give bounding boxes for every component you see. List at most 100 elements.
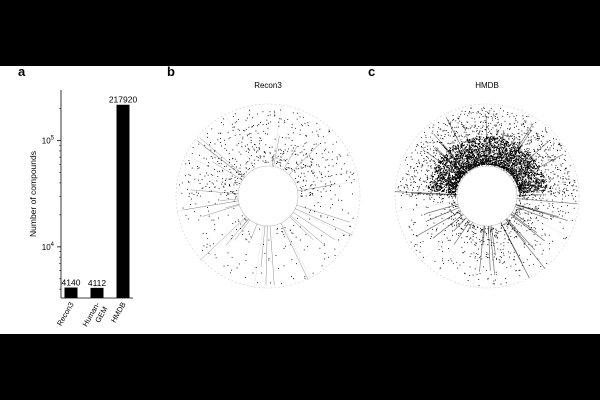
scatter-point	[438, 188, 440, 190]
scatter-point	[228, 153, 230, 155]
scatter-point	[327, 159, 329, 161]
scatter-point	[249, 133, 250, 135]
scatter-point	[259, 228, 260, 230]
scatter-point	[478, 155, 480, 157]
scatter-point	[551, 164, 553, 166]
scatter-point	[513, 136, 515, 137]
scatter-point	[466, 139, 468, 141]
scatter-point	[513, 115, 515, 117]
scatter-point	[466, 158, 468, 160]
scatter-point	[302, 116, 304, 118]
scatter-point	[481, 164, 483, 166]
scatter-point	[480, 136, 482, 138]
scatter-point	[449, 217, 451, 219]
scatter-point	[479, 142, 481, 144]
scatter-point	[415, 249, 417, 251]
scatter-point	[542, 175, 544, 177]
scatter-point	[463, 171, 465, 172]
scatter-point	[526, 187, 528, 189]
scatter-point	[511, 152, 513, 154]
scatter-point	[450, 157, 452, 159]
scatter-point	[427, 149, 428, 150]
scatter-point	[515, 173, 517, 175]
scatter-point	[501, 124, 503, 126]
scatter-point	[466, 162, 468, 164]
scatter-point	[457, 155, 459, 157]
scatter-point	[443, 174, 445, 176]
scatter-point	[538, 191, 540, 193]
scatter-point	[531, 186, 533, 188]
scatter-point	[456, 166, 458, 168]
scatter-point	[522, 193, 524, 195]
bar-human-gem	[90, 287, 104, 298]
scatter-point	[466, 127, 468, 128]
scatter-point	[275, 255, 277, 256]
scatter-point	[194, 178, 196, 180]
scatter-point	[467, 280, 469, 281]
scatter-point	[465, 145, 467, 147]
scatter-point	[449, 162, 451, 163]
scatter-point	[532, 154, 534, 156]
scatter-point	[511, 154, 513, 156]
scatter-point	[232, 223, 234, 224]
scatter-point	[297, 181, 299, 183]
scatter-point	[505, 158, 507, 160]
scatter-point	[313, 143, 315, 145]
scatter-point	[520, 187, 522, 189]
scatter-point	[459, 169, 461, 171]
scatter-point	[459, 154, 461, 156]
scatter-point	[460, 134, 462, 136]
scatter-point	[475, 165, 477, 167]
scatter-point	[248, 230, 250, 232]
scatter-point	[433, 199, 435, 200]
scatter-point	[540, 185, 542, 187]
scatter-point	[308, 211, 310, 213]
scatter-point	[413, 181, 415, 183]
scatter-point	[229, 184, 230, 185]
scatter-point	[488, 140, 490, 142]
scatter-point	[463, 153, 465, 155]
scatter-point	[444, 194, 445, 196]
scatter-point	[481, 108, 483, 110]
scatter-point	[566, 188, 567, 190]
scatter-point	[509, 150, 511, 152]
scatter-point	[467, 134, 469, 136]
polar-frame-b	[175, 103, 361, 289]
scatter-point	[539, 180, 541, 181]
scatter-point	[503, 153, 505, 155]
scatter-point	[224, 184, 226, 185]
scatter-point	[457, 167, 459, 169]
scatter-point	[550, 194, 552, 196]
scatter-point	[310, 194, 311, 195]
scatter-point	[449, 184, 451, 186]
scatter-point	[484, 156, 486, 158]
scatter-point	[479, 138, 481, 140]
scatter-point	[522, 162, 524, 164]
scatter-point	[503, 245, 505, 247]
scatter-point	[467, 140, 469, 142]
scatter-point	[527, 175, 529, 177]
scatter-point	[284, 120, 285, 122]
scatter-point	[522, 160, 524, 162]
scatter-point	[539, 182, 541, 184]
scatter-point	[303, 164, 304, 165]
scatter-point	[513, 158, 514, 159]
scatter-point	[182, 207, 184, 209]
scatter-point	[549, 178, 551, 180]
scatter-point	[478, 285, 480, 287]
scatter-point	[489, 138, 491, 140]
scatter-point	[245, 254, 247, 255]
scatter-point	[286, 168, 288, 170]
scatter-point	[495, 279, 496, 281]
scatter-point	[513, 140, 515, 142]
scatter-point	[314, 184, 316, 186]
scatter-point	[461, 173, 463, 175]
scatter-point	[455, 194, 456, 195]
scatter-point	[502, 157, 504, 159]
scatter-point	[478, 126, 480, 127]
scatter-point	[317, 134, 319, 136]
scatter-point	[264, 151, 266, 153]
scatter-point	[470, 146, 472, 148]
scatter-point	[428, 191, 430, 192]
scatter-point	[527, 161, 528, 163]
